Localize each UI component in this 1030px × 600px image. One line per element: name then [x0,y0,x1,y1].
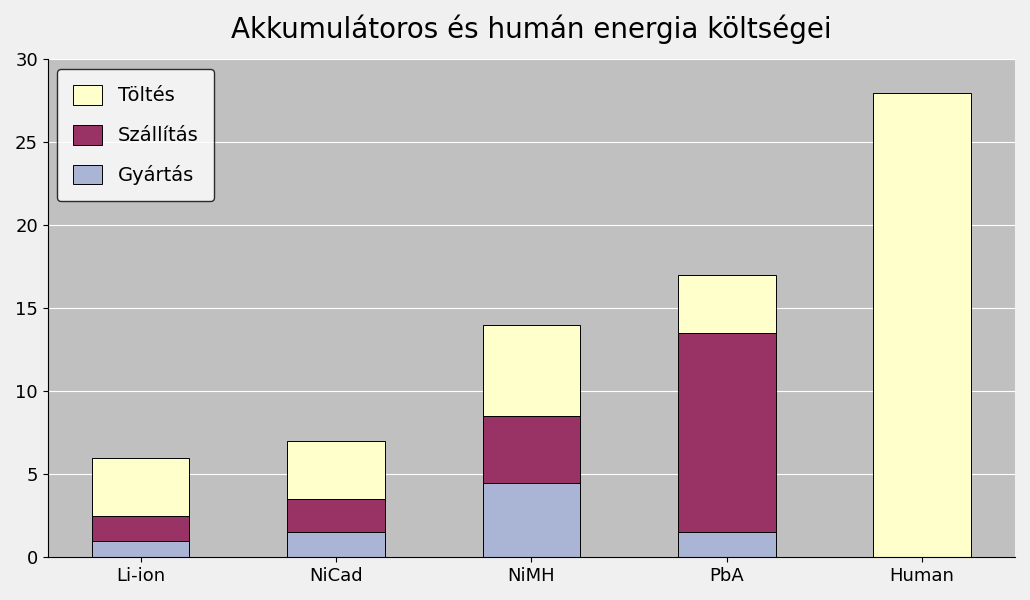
Bar [287,441,385,499]
Bar [92,541,190,557]
Bar [92,516,190,541]
Title: Akkumulátoros és humán energia költségei: Akkumulátoros és humán energia költségei [231,15,831,44]
Bar [873,92,971,557]
Bar [92,458,190,516]
Bar [287,532,385,557]
Bar [678,333,776,532]
Bar [482,482,580,557]
Bar [482,416,580,482]
Bar [287,499,385,532]
Bar [678,275,776,333]
Bar [482,325,580,416]
Bar [678,532,776,557]
Legend: Töltés, Szállítás, Gyártás: Töltés, Szállítás, Gyártás [58,69,214,200]
